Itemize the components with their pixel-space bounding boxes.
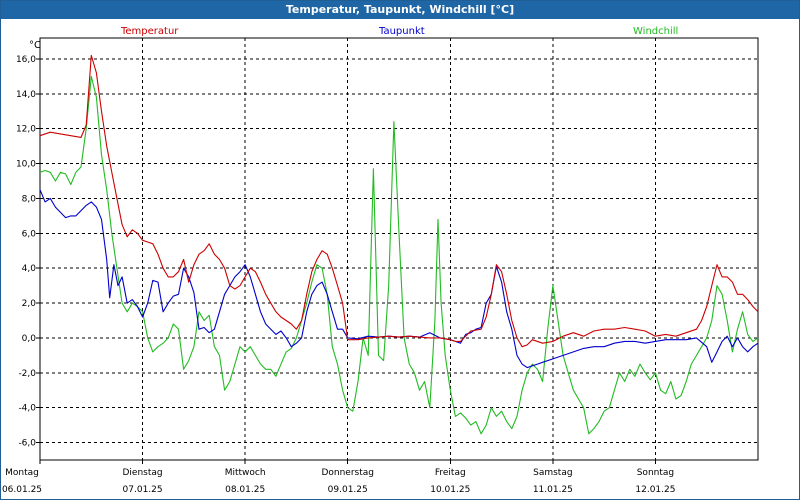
y-axis-unit: °C: [29, 40, 41, 51]
chart-title: Temperatur, Taupunkt, Windchill [°C]: [1, 1, 799, 19]
y-tick-label: 4,0: [22, 264, 37, 274]
y-tick-label: -6,0: [18, 439, 36, 449]
y-tick-label: -2,0: [18, 369, 36, 379]
y-tick-label: 10,0: [16, 160, 36, 170]
y-tick-label: 14,0: [16, 90, 36, 100]
plot-frame: [39, 37, 759, 461]
series-line-windchill: [39, 75, 759, 435]
x-tick-label-date: 11.01.25: [533, 485, 573, 495]
x-tick-label-date: 07.01.25: [123, 485, 163, 495]
y-tick-label: -4,0: [18, 404, 36, 414]
x-tick-label-day: Dienstag: [123, 468, 163, 478]
x-tick-label-date: 12.01.25: [635, 485, 675, 495]
x-tick-label-date: 06.01.25: [2, 485, 42, 495]
series-line-temperatur: [39, 54, 759, 348]
x-tick-label-date: 09.01.25: [328, 485, 368, 495]
x-tick-label-day: Samstag: [533, 468, 572, 478]
y-tick-label: 2,0: [22, 299, 37, 309]
y-tick-label: 12,0: [16, 125, 36, 135]
x-tick-label-day: Donnerstag: [321, 468, 374, 478]
legend-taupunkt: Taupunkt: [379, 26, 425, 37]
x-tick-label-day: Mittwoch: [225, 468, 266, 478]
x-tick-label-date: 08.01.25: [225, 485, 265, 495]
y-tick-label: 8,0: [22, 194, 37, 204]
legend-windchill: Windchill: [633, 26, 679, 37]
x-tick-label-day: Montag: [5, 468, 39, 478]
y-tick-label: 0,0: [22, 334, 37, 344]
y-tick-label: 6,0: [22, 229, 37, 239]
x-tick-label-day: Sonntag: [637, 468, 674, 478]
legend-temperatur: Temperatur: [121, 26, 179, 37]
x-tick-label-day: Freitag: [435, 468, 466, 478]
y-tick-label: 16,0: [16, 55, 36, 65]
series-line-taupunkt: [39, 189, 759, 369]
x-tick-label-date: 10.01.25: [430, 485, 470, 495]
